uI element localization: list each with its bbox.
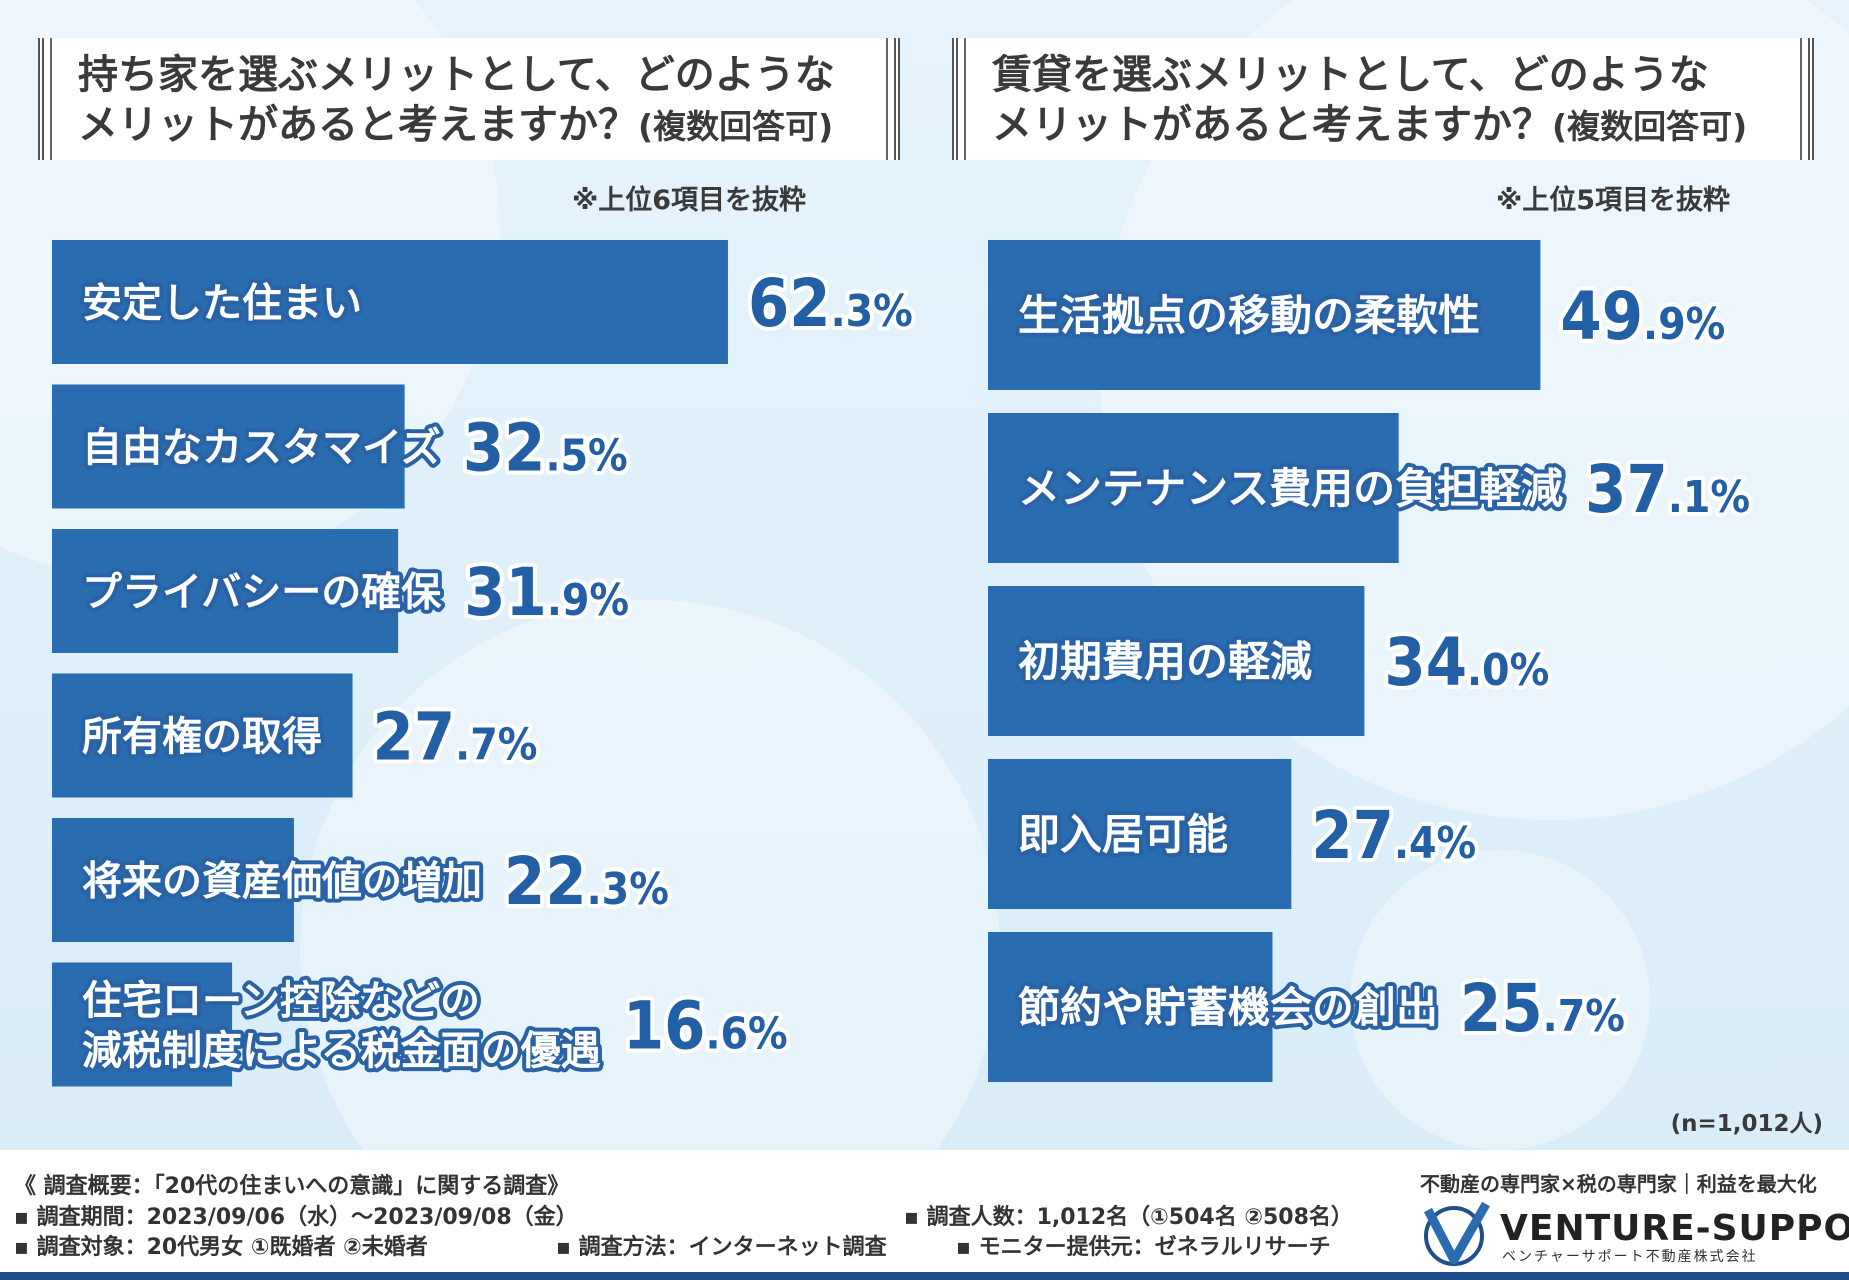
bar-left-4	[52, 818, 294, 942]
left-question-title: 持ち家を選ぶメリットとして、どのような メリットがあると考えますか？(複数回答可…	[78, 50, 874, 152]
bar-left-0	[52, 240, 728, 364]
survey-period: ▪ 調査期間：2023/09/06（水）～2023/09/08（金）	[14, 1205, 578, 1230]
footer	[0, 1150, 1849, 1280]
bar-value-left-3: 27.7%	[373, 699, 538, 776]
venture-support-logo-icon	[1424, 1201, 1490, 1266]
bar-right-1	[988, 413, 1399, 563]
bar-label-right-2: 初期費用の軽減	[1018, 637, 1312, 686]
logo-name: VENTURE-SUPPORT	[1500, 1208, 1849, 1249]
bar-label-right-1: メンテナンス費用の負担軽減	[1018, 464, 1563, 513]
bar-value-right-0: 49.9%	[1560, 278, 1725, 355]
right-note: ※上位5項目を抜粋	[1496, 185, 1731, 216]
right-title-suffix: (複数回答可)	[1552, 107, 1748, 146]
bar-value-right-1: 37.1%	[1585, 451, 1750, 528]
bar-right-3	[988, 759, 1292, 909]
left-note: ※上位6項目を抜粋	[572, 185, 807, 216]
bar-label-left-4: 将来の資産価値の増加	[82, 858, 482, 904]
right-question-title: 賃貸を選ぶメリットとして、どのような メリットがあると考えますか？(複数回答可)	[992, 50, 1788, 152]
logo-tagline: 不動産の専門家×税の専門家｜利益を最大化	[1420, 1172, 1817, 1196]
bar-label-left-2: プライバシーの確保	[82, 569, 442, 615]
bar-label-left-3: 所有権の取得	[82, 714, 322, 760]
bar-charts: 安定した住まい 62.3% 自由なカスタマイズ 32.5% プライバシーの確保 31.9%…	[52, 240, 1754, 1087]
bar-value-left-0: 62.3%	[748, 265, 913, 342]
bar-label-right-0: 生活拠点の移動の柔軟性	[1018, 291, 1480, 340]
left-title-line1: 持ち家を選ぶメリットとして、どのような	[78, 52, 835, 98]
right-question-box: 賃貸を選ぶメリットとして、どのような メリットがあると考えますか？(複数回答可)	[952, 38, 1814, 160]
bar-left-3	[52, 673, 353, 798]
survey-method: ▪ 調査方法：インターネット調査	[556, 1235, 887, 1260]
bar-left-2	[52, 529, 399, 653]
bar-value-left-1: 32.5%	[463, 410, 628, 487]
right-title-line2: メリットがあると考えますか？	[992, 102, 1552, 148]
bar-label-left-5: 住宅ローン控除などの減税制度による税金面の優遇	[82, 978, 601, 1074]
bar-left-1	[52, 384, 405, 509]
bar-label-right-4: 節約や貯蓄機会の創出	[1018, 983, 1438, 1032]
left-title-line2: メリットがあると考えますか？	[78, 102, 638, 148]
right-title-line1: 賃貸を選ぶメリットとして、どのような	[992, 52, 1709, 98]
bar-right-4	[988, 932, 1273, 1082]
bar-label-left-0: 安定した住まい	[82, 280, 362, 326]
left-title-suffix: (複数回答可)	[638, 107, 834, 146]
left-question-box: 持ち家を選ぶメリットとして、どのような メリットがあると考えますか？(複数回答可…	[38, 38, 900, 160]
survey-monitor: ▪ モニター提供元：ゼネラルリサーチ	[956, 1235, 1331, 1260]
bar-right-0	[988, 240, 1541, 390]
bar-value-left-5: 16.6%	[623, 988, 788, 1065]
bar-value-left-4: 22.3%	[504, 843, 669, 920]
sample-size: (n=1,012人)	[1670, 1111, 1823, 1137]
survey-count: ▪ 調査人数：1,012名（①504名 ②508名）	[904, 1205, 1353, 1230]
bar-value-right-3: 27.4%	[1311, 797, 1476, 874]
bar-value-right-2: 34.0%	[1384, 624, 1549, 701]
bar-left-5	[52, 962, 233, 1087]
footer-bottom-line	[0, 1272, 1849, 1280]
bar-label-left-1: 自由なカスタマイズ	[82, 425, 441, 471]
survey-target: ▪ 調査対象：20代男女 ①既婚者 ②未婚者	[14, 1235, 428, 1260]
bar-label-right-3: 即入居可能	[1018, 810, 1228, 859]
logo-subname: ベンチャーサポート不動産株式会社	[1502, 1249, 1758, 1265]
bar-value-left-2: 31.9%	[464, 554, 629, 631]
survey-heading: 《 調査概要：「20代の住まいへの意識」に関する調査》	[14, 1174, 570, 1199]
bar-right-2	[988, 586, 1365, 736]
bar-value-right-4: 25.7%	[1460, 970, 1625, 1047]
